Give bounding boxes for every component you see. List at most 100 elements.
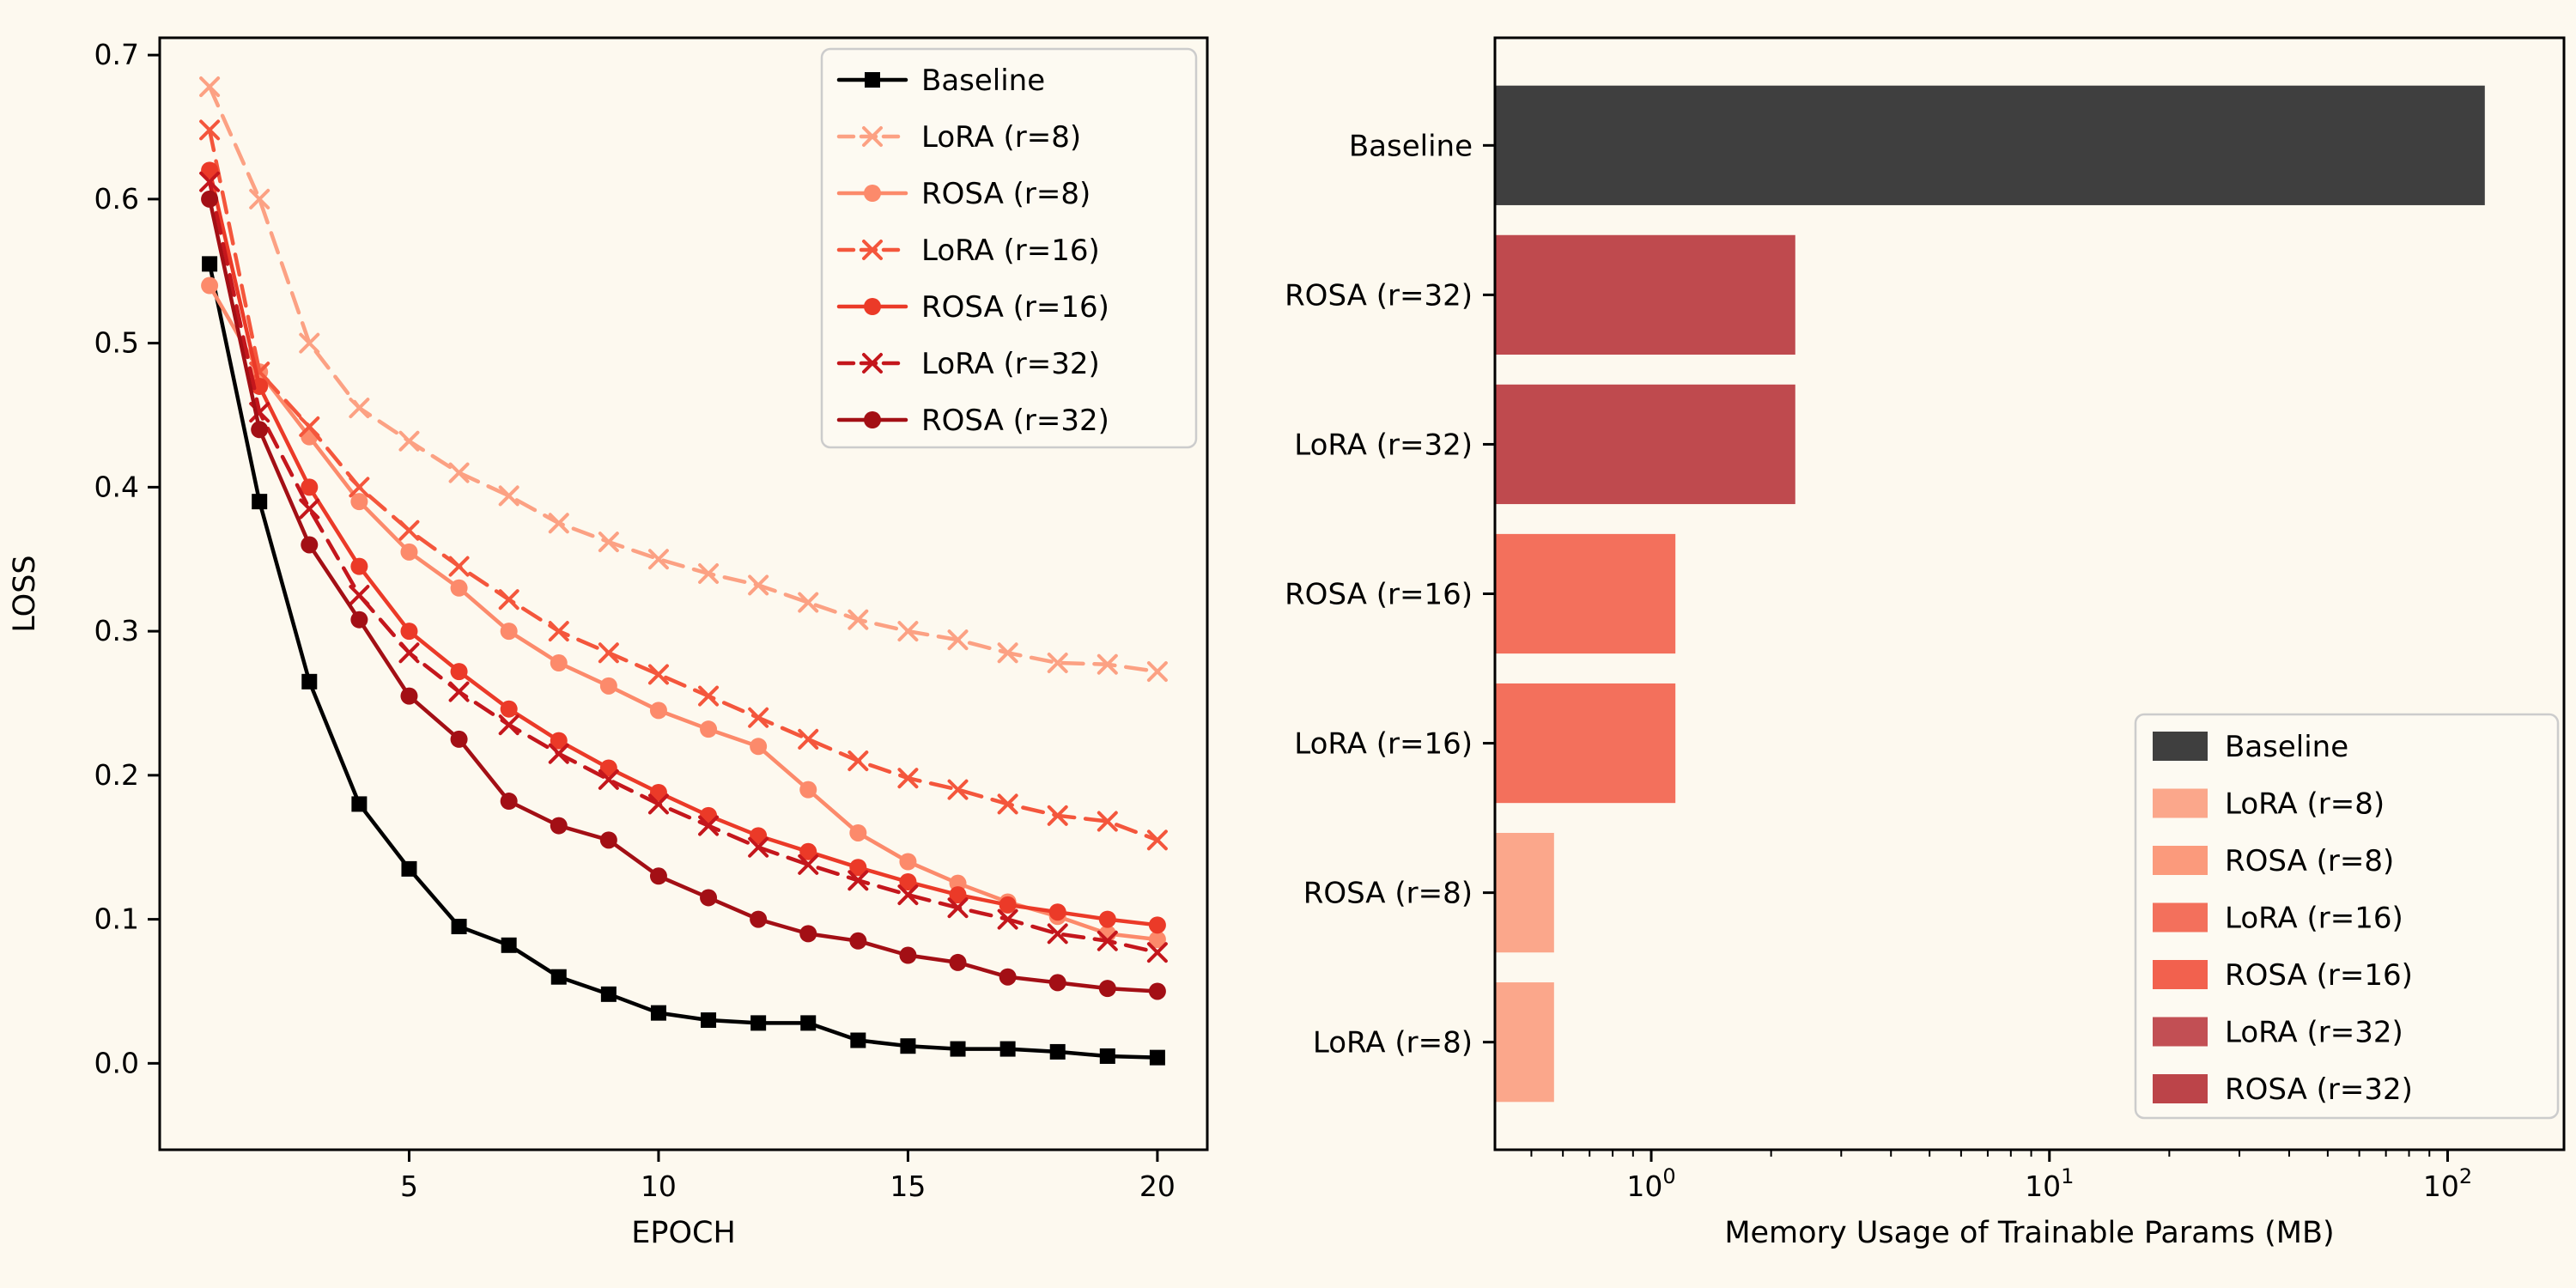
x-marker-icon xyxy=(349,398,370,419)
square-marker-icon xyxy=(301,673,318,690)
x-marker-icon xyxy=(598,642,619,664)
y-tick-label: 0.3 xyxy=(94,614,139,647)
y-tick-label: 0.4 xyxy=(94,470,139,503)
bar-rosa-r-32 xyxy=(1495,234,1795,355)
circle-marker-icon xyxy=(864,411,881,428)
circle-marker-icon xyxy=(550,654,568,672)
x-marker-icon xyxy=(1097,930,1118,951)
circle-marker-icon xyxy=(550,817,568,835)
circle-marker-icon xyxy=(400,687,418,705)
square-marker-icon xyxy=(865,72,880,88)
circle-marker-icon xyxy=(700,889,718,907)
legend-label: LoRA (r=8) xyxy=(921,120,1081,155)
loss-line-chart: 5 10 15 20 0.0 0.1 0.2 0.3 0.4 0.5 0.6 0.7 EPOCH LOSS… xyxy=(8,36,1209,1250)
legend-swatch xyxy=(2153,1074,2208,1103)
x-marker-icon xyxy=(748,574,769,596)
square-marker-icon xyxy=(501,937,517,953)
x-marker-icon xyxy=(349,477,370,498)
square-marker-icon xyxy=(550,969,567,985)
x-marker-icon xyxy=(249,188,270,210)
x-marker-icon xyxy=(862,353,883,374)
legend-entry-lora-r-32: LoRA (r=32) xyxy=(836,347,1100,381)
square-marker-icon xyxy=(600,986,617,1002)
x-tick-label: 20 xyxy=(1139,1170,1176,1203)
y-tick-label: 0.0 xyxy=(94,1046,139,1079)
circle-marker-icon xyxy=(251,377,269,395)
legend-label: LoRA (r=16) xyxy=(2225,902,2403,936)
x-marker-icon xyxy=(647,793,669,815)
x-marker-icon xyxy=(598,532,619,553)
circle-marker-icon xyxy=(1098,980,1116,998)
y-tick-label: 0.7 xyxy=(94,38,139,71)
x-marker-icon xyxy=(1146,661,1168,683)
square-marker-icon xyxy=(1099,1048,1115,1064)
square-marker-icon xyxy=(950,1041,966,1057)
circle-marker-icon xyxy=(750,827,768,845)
x-marker-icon xyxy=(647,664,669,685)
x-marker-icon xyxy=(1047,805,1068,826)
series-markers-rosa-r-32 xyxy=(201,190,1166,1000)
x-marker-icon xyxy=(1097,653,1118,675)
x-tick-label: 102 xyxy=(2423,1164,2472,1203)
circle-marker-icon xyxy=(500,793,518,811)
circle-marker-icon xyxy=(350,611,368,629)
x-axis-label: Memory Usage of Trainable Params (MB) xyxy=(1724,1216,2334,1250)
circle-marker-icon xyxy=(400,623,418,641)
series-line-rosa-r-8 xyxy=(207,283,1160,942)
circle-marker-icon xyxy=(1148,931,1166,949)
circle-marker-icon xyxy=(550,732,568,750)
x-marker-icon xyxy=(947,779,969,800)
y-tick-label: 0.1 xyxy=(94,902,139,936)
legend-swatch xyxy=(2153,902,2208,933)
circle-marker-icon xyxy=(1048,974,1066,992)
circle-marker-icon xyxy=(301,536,319,554)
x-marker-icon xyxy=(299,498,320,519)
circle-marker-icon xyxy=(450,579,468,597)
circle-marker-icon xyxy=(799,925,817,943)
x-marker-icon xyxy=(1047,923,1068,945)
square-marker-icon xyxy=(800,1015,817,1031)
x-marker-icon xyxy=(862,240,883,260)
x-marker-icon xyxy=(299,416,320,437)
circle-marker-icon xyxy=(649,867,667,885)
legend-label: ROSA (r=8) xyxy=(921,177,1091,211)
circle-marker-icon xyxy=(1098,910,1116,928)
category-label: LoRA (r=16) xyxy=(1294,727,1473,762)
x-tick-label: 100 xyxy=(1626,1164,1675,1203)
series-line-rosa-r-32 xyxy=(207,197,1160,993)
circle-marker-icon xyxy=(750,910,768,928)
x-marker-icon xyxy=(1146,829,1168,851)
x-marker-icon xyxy=(199,76,221,98)
legend-entry-rosa-r-8: ROSA (r=8) xyxy=(2153,844,2394,878)
circle-marker-icon xyxy=(599,831,617,849)
x-marker-icon xyxy=(947,629,969,651)
circle-marker-icon xyxy=(700,720,718,738)
legend-entry-rosa-r-32: ROSA (r=32) xyxy=(2153,1072,2413,1107)
bar-lora-r-8 xyxy=(1495,982,1554,1103)
legend-label: ROSA (r=8) xyxy=(2225,844,2394,878)
square-marker-icon xyxy=(401,860,417,877)
x-marker-icon xyxy=(199,119,221,141)
bar-baseline xyxy=(1495,85,2485,205)
legend-entry-lora-r-16: LoRA (r=16) xyxy=(2153,902,2403,936)
x-marker-icon xyxy=(1146,942,1168,963)
square-marker-icon xyxy=(351,796,368,812)
x-marker-icon xyxy=(199,171,221,192)
legend-swatch xyxy=(2153,788,2208,818)
line-chart-legend: Baseline LoRA (r=8) ROSA (r=8) LoRA (r=16) R… xyxy=(820,47,1198,449)
x-marker-icon xyxy=(647,549,669,570)
circle-marker-icon xyxy=(999,896,1017,914)
bar-chart-legend: Baseline LoRA (r=8) ROSA (r=8) LoRA (r=16) R… xyxy=(2134,713,2560,1120)
circle-marker-icon xyxy=(350,493,368,511)
square-marker-icon xyxy=(1149,1049,1165,1066)
circle-marker-icon xyxy=(1048,903,1066,921)
legend-label: ROSA (r=32) xyxy=(2225,1072,2413,1107)
x-marker-icon xyxy=(598,769,619,790)
legend-entry-lora-r-16: LoRA (r=16) xyxy=(836,234,1100,268)
x-marker-icon xyxy=(448,681,470,702)
x-marker-icon xyxy=(698,815,720,836)
series-markers-rosa-r-16 xyxy=(201,161,1166,934)
legend-entry-lora-r-8: LoRA (r=8) xyxy=(2153,787,2385,822)
x-marker-icon xyxy=(548,513,569,534)
